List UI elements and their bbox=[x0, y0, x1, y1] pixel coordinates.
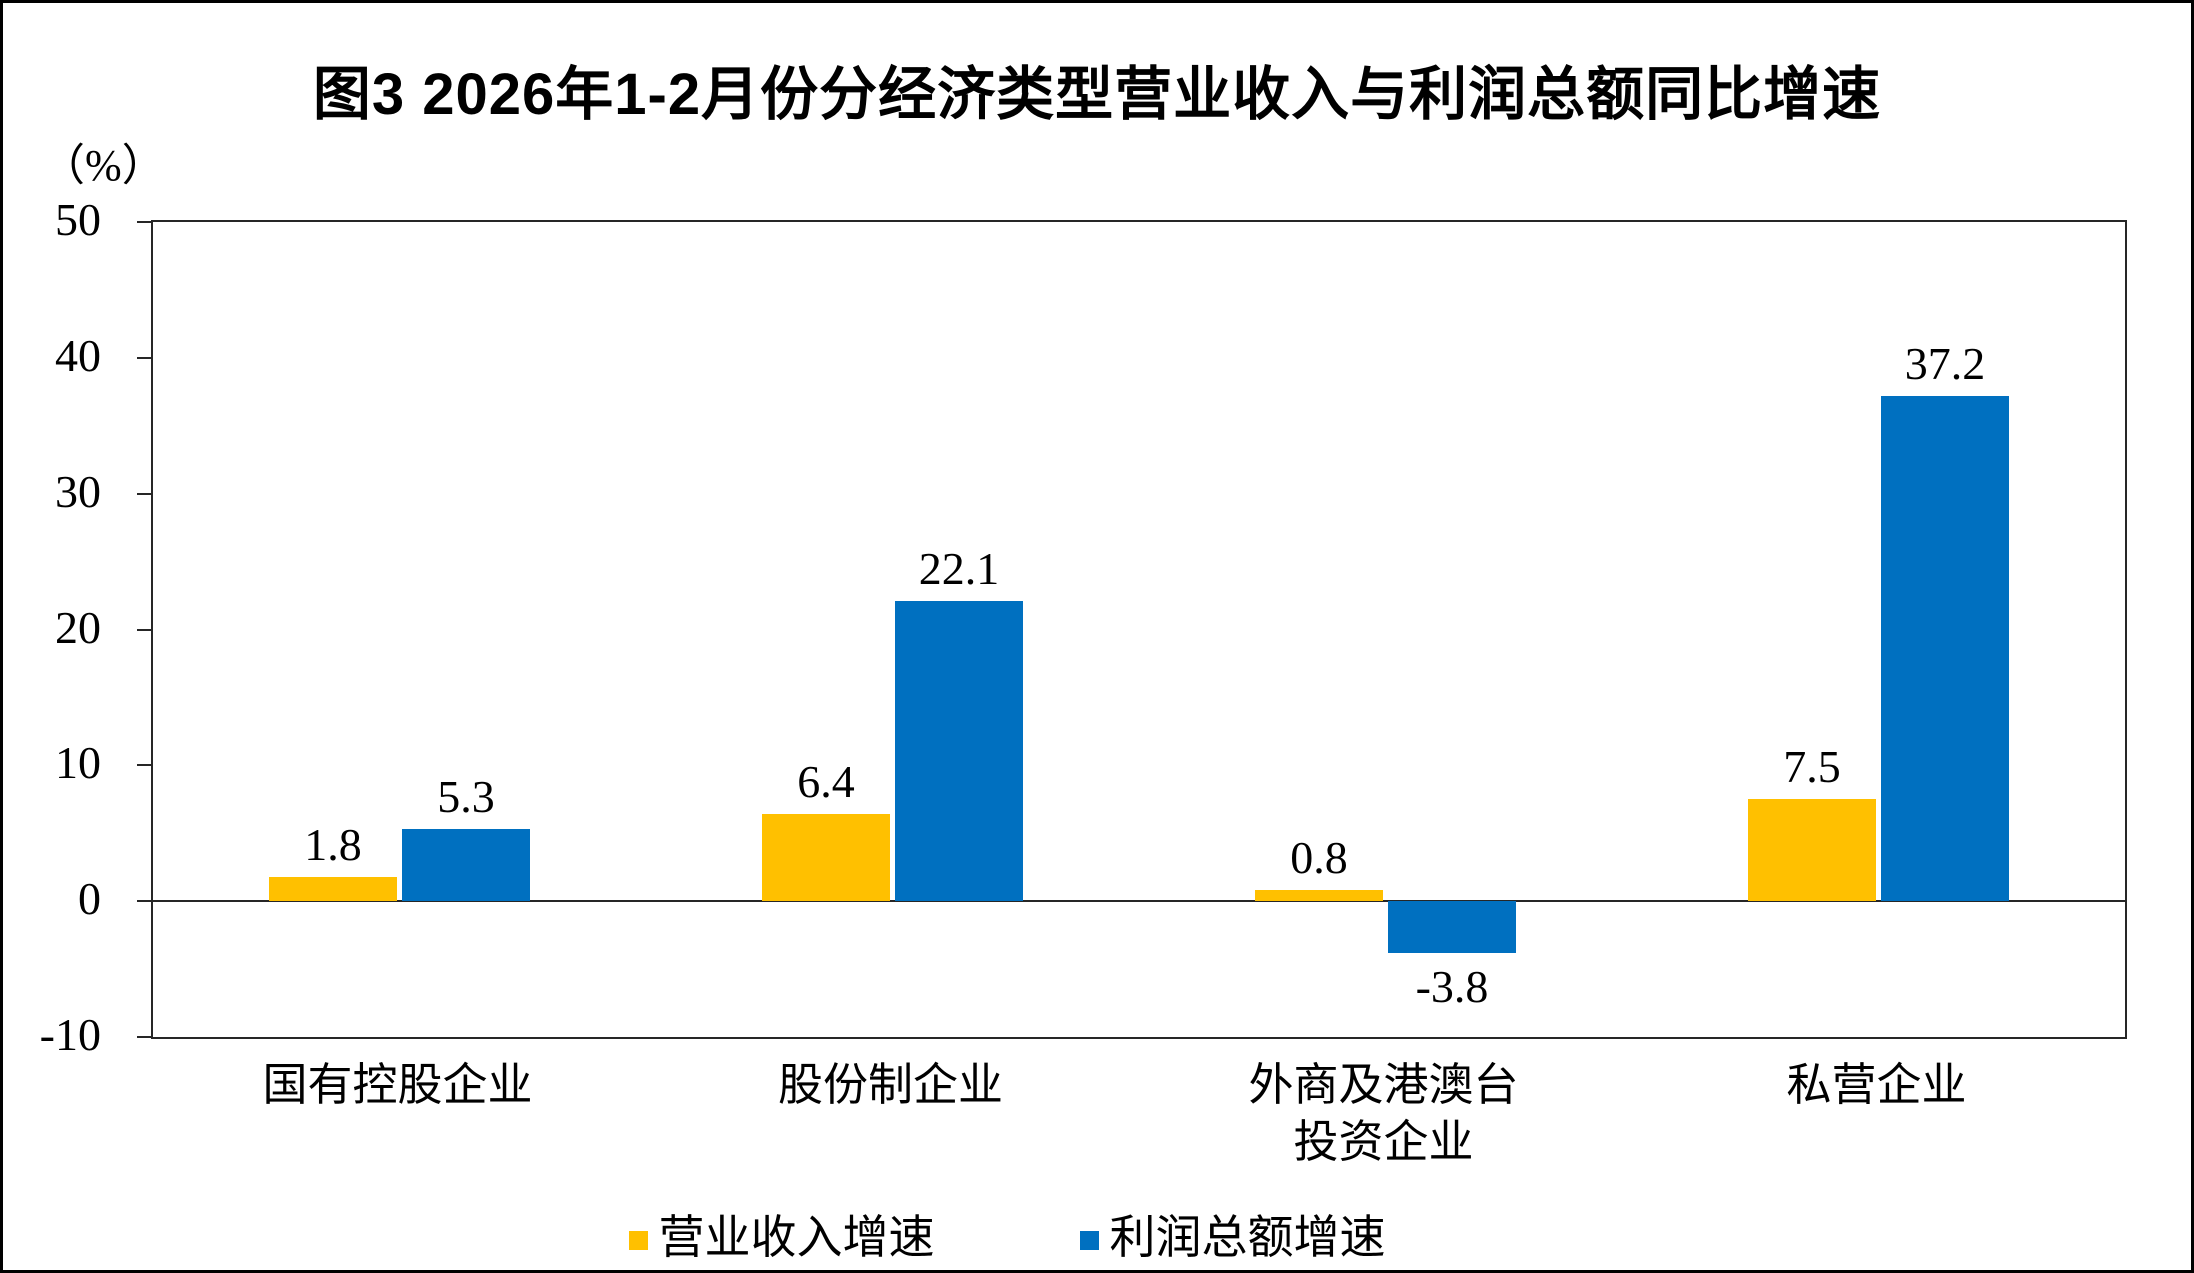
y-axis-tick-label: 40 bbox=[55, 329, 101, 381]
bar-value-label: 0.8 bbox=[1290, 832, 1348, 884]
y-axis-tick bbox=[137, 356, 152, 359]
bar-profit bbox=[1881, 395, 2009, 902]
y-axis-tick bbox=[137, 221, 152, 223]
legend-swatch-icon bbox=[1079, 1230, 1099, 1250]
chart-title: 图3 2026年1-2月份分经济类型营业收入与利润总额同比增速 bbox=[312, 62, 1882, 127]
bar-profit bbox=[1388, 901, 1516, 953]
legend-label: 营业收入增速 bbox=[658, 1212, 935, 1263]
plot-area: 1.8 5.3 6.4 22.1 0.8 -3.8 7.5 37.2 bbox=[137, 220, 2127, 1039]
y-axis-tick-label: 0 bbox=[78, 873, 101, 925]
y-axis-tick bbox=[137, 764, 152, 767]
bar-value-label: 1.8 bbox=[304, 818, 362, 870]
category-label: 国有控股企业 bbox=[262, 1060, 533, 1110]
y-axis-tick-label: 30 bbox=[55, 465, 101, 517]
bar-revenue bbox=[1748, 799, 1876, 902]
y-axis-tick bbox=[137, 900, 152, 903]
bar-value-label: 5.3 bbox=[437, 771, 495, 823]
y-axis-tick bbox=[137, 628, 152, 631]
category-label: 外商及港澳台 投资企业 bbox=[1248, 1060, 1519, 1167]
legend-label: 利润总额增速 bbox=[1109, 1212, 1386, 1263]
bar-profit bbox=[895, 600, 1023, 902]
legend-item-profit: 利润总额增速 bbox=[1079, 1209, 1386, 1267]
y-axis-tick-label: 50 bbox=[55, 194, 101, 245]
category-label: 私营企业 bbox=[1786, 1060, 1967, 1110]
y-axis-tick bbox=[137, 1036, 152, 1038]
y-axis-unit-label: （%） bbox=[41, 141, 166, 190]
bar-revenue bbox=[269, 876, 397, 902]
bar-value-label: -3.8 bbox=[1415, 960, 1489, 1012]
legend: 营业收入增速 利润总额增速 bbox=[3, 1209, 2101, 1267]
legend-item-revenue: 营业收入增速 bbox=[628, 1209, 935, 1267]
bar-revenue bbox=[762, 814, 890, 902]
legend-swatch-icon bbox=[628, 1230, 648, 1250]
zero-baseline bbox=[153, 900, 2125, 903]
y-axis-tick-label: 20 bbox=[55, 601, 101, 653]
bar-value-label: 6.4 bbox=[797, 756, 855, 808]
bar-value-label: 22.1 bbox=[918, 542, 1000, 594]
y-axis-tick-label: 10 bbox=[55, 737, 101, 789]
y-axis-tick bbox=[137, 492, 152, 495]
bar-profit bbox=[402, 829, 530, 902]
bar-revenue bbox=[1255, 890, 1383, 902]
y-axis-tick-label: -10 bbox=[39, 1009, 101, 1060]
bar-value-label: 7.5 bbox=[1783, 741, 1841, 793]
bar-value-label: 37.2 bbox=[1904, 337, 1986, 389]
category-label: 股份制企业 bbox=[777, 1060, 1003, 1110]
